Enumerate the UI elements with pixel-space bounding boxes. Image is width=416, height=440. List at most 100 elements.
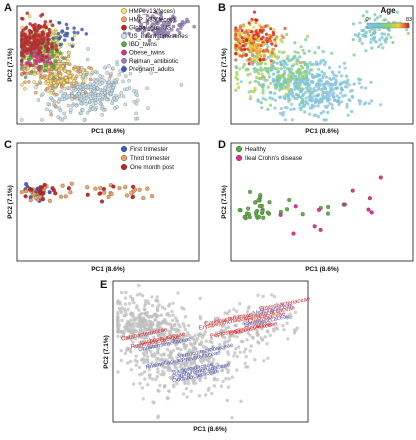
panel-e-point bbox=[226, 385, 231, 389]
panel-b-point bbox=[264, 98, 268, 102]
panel-d-point bbox=[285, 207, 290, 212]
panel-e-point bbox=[182, 324, 187, 328]
panel-a-point bbox=[38, 24, 43, 29]
panel-e-point bbox=[156, 325, 161, 329]
panel-a-point bbox=[86, 84, 91, 89]
panel-b-point bbox=[240, 28, 244, 33]
panel-b-point bbox=[283, 118, 287, 122]
panel-e-point bbox=[190, 359, 194, 363]
panel-b-point bbox=[302, 51, 307, 56]
panel-e-point bbox=[160, 320, 164, 325]
panel-a-point bbox=[35, 38, 39, 43]
panel-e-point bbox=[242, 350, 246, 354]
panel-b-point bbox=[259, 66, 263, 70]
panel-b-point bbox=[347, 98, 351, 102]
panel-e-point bbox=[143, 377, 147, 381]
panel-e-point bbox=[116, 334, 120, 338]
panel-b-point bbox=[309, 86, 313, 90]
legend-swatch bbox=[121, 16, 127, 23]
panel-e-point bbox=[154, 340, 159, 345]
panel-e-point bbox=[203, 365, 208, 369]
panel-b-point bbox=[313, 94, 317, 98]
panel-b-point bbox=[318, 61, 323, 65]
panel-a-point bbox=[58, 42, 63, 47]
panel-b-point bbox=[291, 72, 295, 76]
panel-e-point bbox=[195, 364, 199, 368]
panel-e-point bbox=[257, 323, 262, 327]
panel-c-point bbox=[98, 185, 103, 191]
panel-a-point bbox=[67, 51, 71, 55]
panel-a-point bbox=[177, 31, 182, 35]
panel-b-point bbox=[385, 36, 389, 40]
panel-b-point bbox=[352, 82, 356, 86]
panel-b-point bbox=[261, 83, 265, 87]
panel-a-point bbox=[107, 77, 112, 81]
panel-b-point bbox=[338, 83, 342, 87]
panel-e-point bbox=[175, 319, 179, 323]
panel-b: B Age 0 83 PC1 (8.6%) PC2 (7.1%) bbox=[218, 2, 414, 135]
panel-a-point bbox=[127, 31, 131, 36]
panel-d-point bbox=[369, 210, 374, 215]
panel-e-point bbox=[172, 327, 177, 332]
panel-e-point bbox=[226, 370, 230, 375]
panel-b-point bbox=[259, 37, 263, 41]
panel-b-point bbox=[304, 38, 308, 42]
panel-b-point bbox=[242, 51, 246, 55]
panel-a-point bbox=[79, 111, 84, 115]
panel-a-point bbox=[45, 60, 50, 64]
panel-a-point bbox=[56, 115, 60, 119]
panel-e-point bbox=[168, 356, 172, 360]
panel-e-point bbox=[234, 323, 238, 328]
panel-e-point bbox=[223, 344, 227, 348]
panel-e-point bbox=[187, 323, 191, 328]
panel-d-point bbox=[300, 212, 305, 217]
panel-b-point bbox=[261, 88, 265, 92]
panel-a-point bbox=[70, 44, 75, 49]
panel-b-point bbox=[317, 115, 321, 119]
panel-e-point bbox=[161, 365, 166, 369]
legend-swatch bbox=[120, 145, 127, 152]
panel-e-point bbox=[175, 355, 179, 359]
panel-b-point bbox=[303, 90, 308, 95]
legend-swatch bbox=[121, 49, 127, 56]
panel-a-point bbox=[145, 86, 149, 90]
panel-e-point bbox=[211, 370, 215, 375]
panel-e-point bbox=[210, 336, 214, 341]
panel-e-point bbox=[204, 345, 208, 349]
panel-b-point bbox=[320, 87, 324, 91]
panel-b-point bbox=[288, 78, 292, 82]
panel-a-point bbox=[81, 108, 85, 112]
panel-b-point bbox=[308, 112, 312, 116]
panel-e-point bbox=[201, 333, 205, 337]
panel-a-point bbox=[54, 48, 59, 52]
panel-b-point bbox=[345, 102, 349, 107]
legend-entry: First trimester bbox=[130, 146, 168, 153]
panel-a-point bbox=[66, 54, 71, 59]
panel-e-point bbox=[128, 312, 133, 316]
panel-a: A HMP_v13(feces)HMP_v35(feces) Global_gut… bbox=[4, 2, 200, 135]
panel-e-point bbox=[155, 375, 159, 379]
panel-b-point bbox=[238, 44, 242, 48]
panel-b-point bbox=[324, 118, 328, 122]
panel-a-point bbox=[149, 24, 154, 29]
panel-b-point bbox=[321, 74, 325, 78]
panel-b-ylabel: PC2 (7.1%) bbox=[221, 48, 228, 82]
legend-entry: HMP_v35(feces) bbox=[129, 16, 175, 23]
age-colorbar-title: Age bbox=[380, 6, 396, 15]
panel-a-point bbox=[82, 93, 86, 98]
panel-e-point bbox=[220, 334, 225, 338]
panel-b-point bbox=[261, 42, 266, 47]
panel-e-point bbox=[185, 395, 189, 399]
panel-a-point bbox=[82, 79, 86, 84]
panel-c-point bbox=[93, 186, 98, 191]
panel-a-point bbox=[20, 63, 24, 67]
panel-a-point bbox=[40, 118, 44, 122]
panel-b-point bbox=[234, 35, 238, 39]
panel-c-point bbox=[98, 191, 103, 196]
panel-c-point bbox=[53, 191, 58, 196]
panel-b-point bbox=[272, 28, 276, 32]
panel-b-point bbox=[234, 37, 238, 41]
panel-a-point bbox=[53, 104, 58, 108]
panel-b-point bbox=[236, 82, 240, 86]
panel-e-point bbox=[244, 354, 248, 359]
